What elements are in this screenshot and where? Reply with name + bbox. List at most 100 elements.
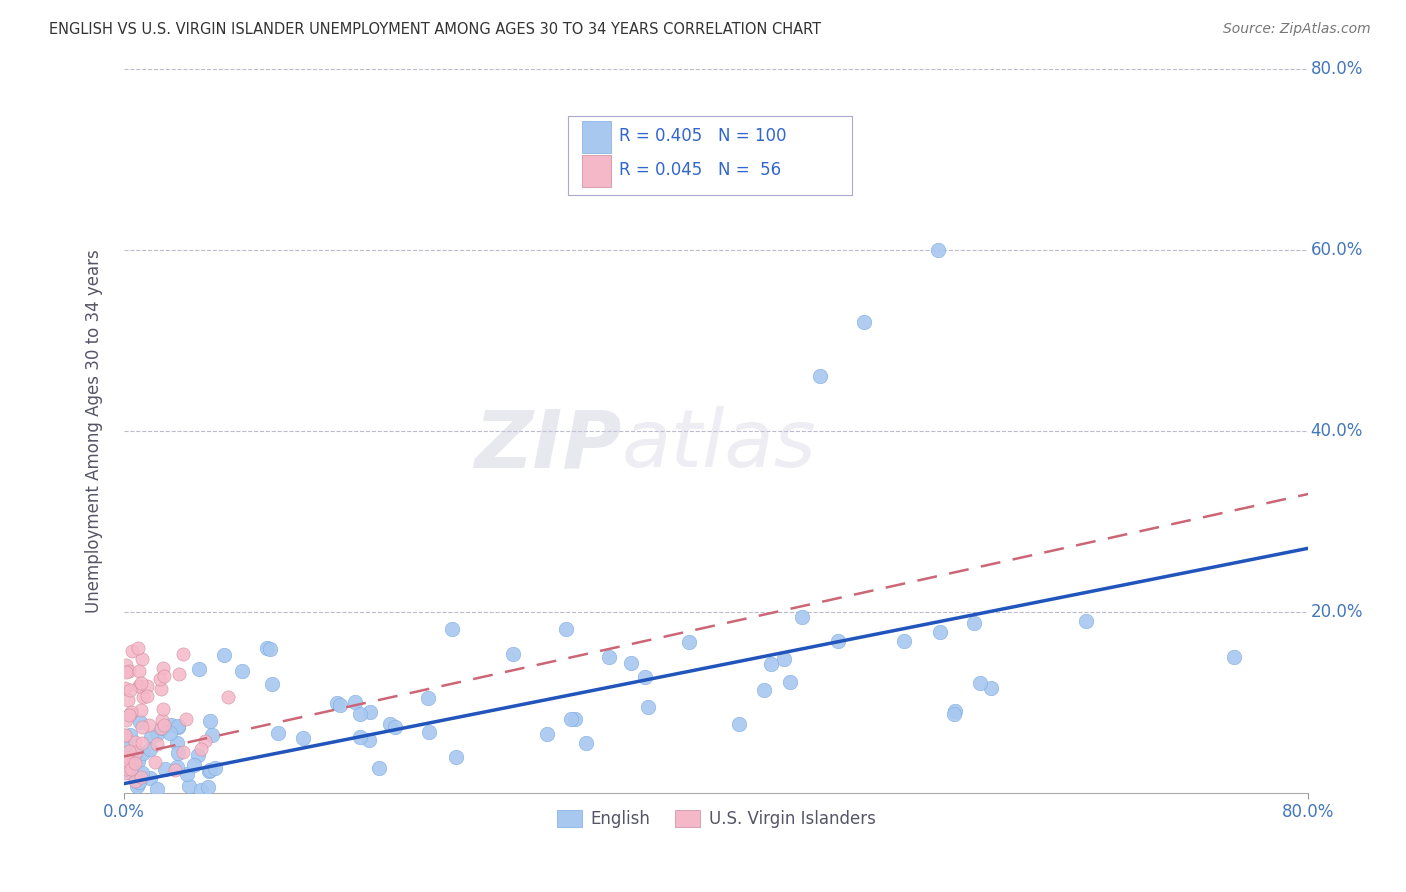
Point: [790, 610, 813, 624]
Point: [349, 730, 371, 744]
Point: [217, 690, 239, 705]
Point: [969, 676, 991, 690]
Point: [124, 756, 146, 770]
Point: [183, 757, 205, 772]
Point: [201, 728, 224, 742]
Point: [118, 749, 141, 764]
Point: [159, 725, 181, 739]
Point: [128, 679, 150, 693]
Text: 80.0%: 80.0%: [1310, 60, 1362, 78]
Point: [231, 664, 253, 678]
Point: [120, 705, 142, 719]
Point: [115, 665, 138, 679]
Point: [131, 736, 153, 750]
Point: [444, 750, 467, 764]
Point: [536, 727, 558, 741]
Point: [260, 676, 283, 690]
Point: [115, 762, 138, 776]
FancyBboxPatch shape: [582, 155, 610, 186]
Point: [190, 741, 212, 756]
Point: [139, 772, 162, 786]
Point: [1076, 614, 1098, 628]
Point: [197, 764, 219, 778]
Point: [152, 702, 174, 716]
Point: [963, 615, 986, 630]
Point: [114, 728, 136, 742]
Point: [928, 624, 950, 639]
Point: [197, 780, 219, 795]
Point: [128, 679, 150, 693]
Point: [152, 721, 174, 735]
Text: ZIP: ZIP: [474, 406, 621, 484]
Point: [167, 667, 190, 681]
Text: Source: ZipAtlas.com: Source: ZipAtlas.com: [1223, 22, 1371, 37]
Point: [136, 679, 159, 693]
Point: [773, 652, 796, 666]
Point: [135, 689, 157, 703]
Point: [139, 742, 162, 756]
Point: [637, 699, 659, 714]
Text: R = 0.045   N =  56: R = 0.045 N = 56: [619, 161, 782, 179]
Point: [502, 647, 524, 661]
Point: [564, 712, 586, 726]
Y-axis label: Unemployment Among Ages 30 to 34 years: Unemployment Among Ages 30 to 34 years: [86, 249, 103, 613]
FancyBboxPatch shape: [582, 120, 610, 153]
Point: [325, 696, 347, 710]
Point: [166, 736, 188, 750]
Point: [259, 641, 281, 656]
Point: [127, 754, 149, 768]
Point: [188, 662, 211, 676]
Legend: English, U.S. Virgin Islanders: English, U.S. Virgin Islanders: [550, 804, 882, 835]
Point: [120, 682, 142, 697]
Point: [128, 775, 150, 789]
Point: [980, 681, 1002, 695]
Point: [384, 720, 406, 734]
Point: [418, 724, 440, 739]
Point: [808, 152, 831, 166]
Point: [120, 762, 142, 776]
Point: [359, 705, 381, 719]
Point: [378, 717, 401, 731]
Point: [200, 763, 222, 777]
Point: [368, 761, 391, 775]
Point: [166, 760, 188, 774]
Point: [118, 707, 141, 722]
Point: [172, 745, 194, 759]
Text: 20.0%: 20.0%: [1310, 603, 1362, 621]
Point: [634, 670, 657, 684]
Point: [167, 747, 190, 761]
Point: [149, 721, 172, 735]
Point: [575, 736, 598, 750]
Point: [159, 717, 181, 731]
Point: [141, 730, 163, 744]
Point: [153, 762, 176, 776]
Point: [678, 635, 700, 649]
Point: [349, 707, 371, 722]
Point: [146, 727, 169, 741]
Point: [121, 644, 143, 658]
Point: [129, 772, 152, 787]
Point: [117, 765, 139, 780]
Point: [893, 634, 915, 648]
Point: [127, 641, 149, 656]
Point: [174, 712, 197, 726]
Point: [779, 674, 801, 689]
Point: [143, 755, 166, 769]
Point: [125, 745, 148, 759]
Point: [560, 713, 582, 727]
Point: [728, 717, 751, 731]
Text: atlas: atlas: [621, 406, 817, 484]
Point: [416, 691, 439, 706]
Point: [131, 652, 153, 666]
Point: [598, 650, 620, 665]
Point: [128, 665, 150, 679]
Point: [194, 734, 217, 748]
Point: [1223, 649, 1246, 664]
Point: [153, 669, 176, 683]
Point: [150, 682, 173, 697]
Point: [212, 648, 235, 663]
Text: ENGLISH VS U.S. VIRGIN ISLANDER UNEMPLOYMENT AMONG AGES 30 TO 34 YEARS CORRELATI: ENGLISH VS U.S. VIRGIN ISLANDER UNEMPLOY…: [49, 22, 821, 37]
Point: [118, 706, 141, 721]
Point: [129, 675, 152, 690]
Point: [344, 695, 367, 709]
